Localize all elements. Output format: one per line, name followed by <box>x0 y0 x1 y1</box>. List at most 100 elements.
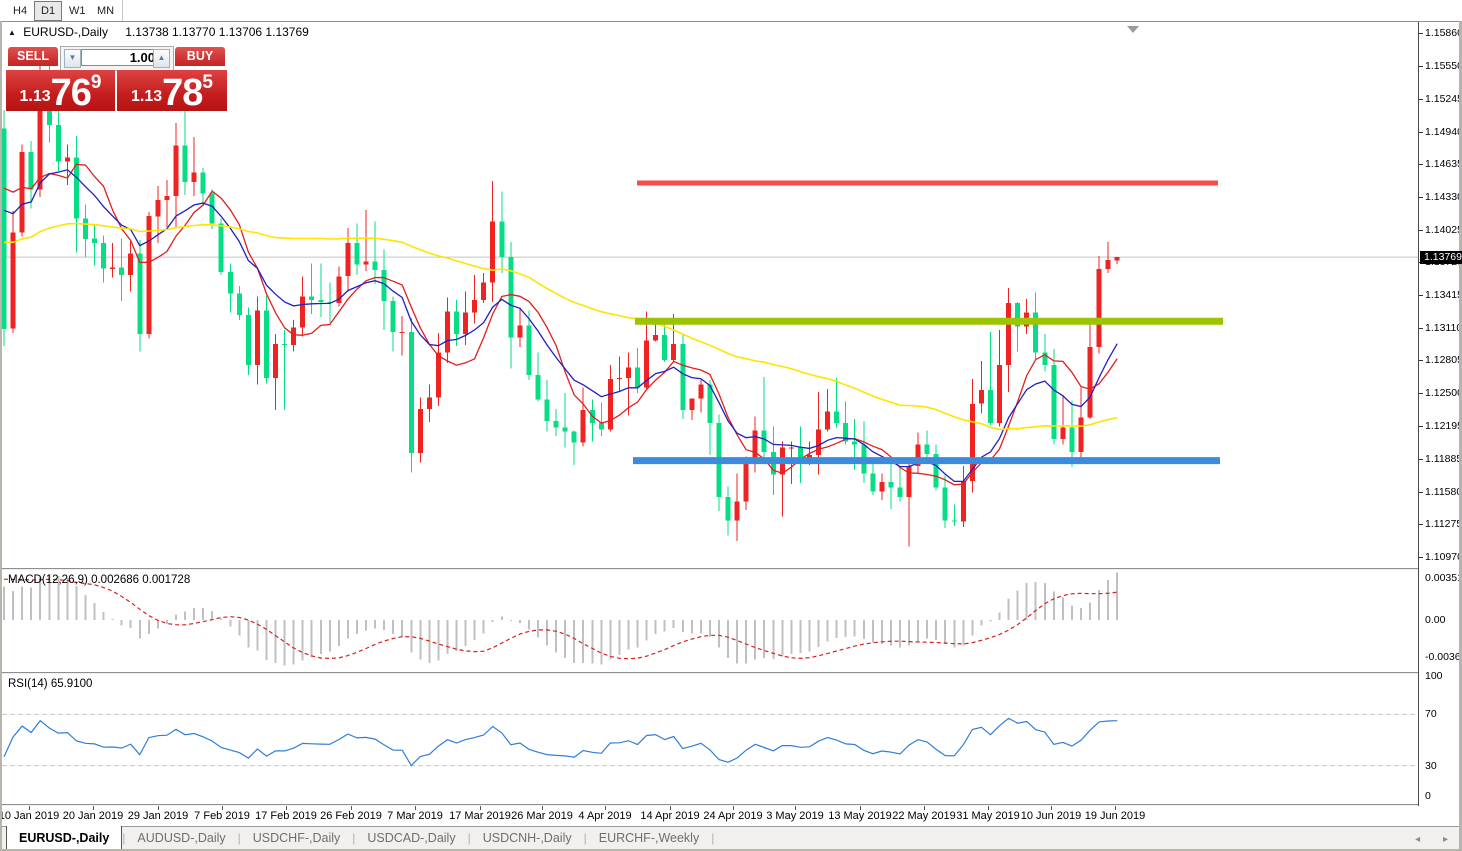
current-price-tag: 1.13769 <box>1420 251 1462 264</box>
price-axis-label: 1.12805 <box>1425 354 1462 367</box>
price-axis-label: 1.15550 <box>1425 60 1462 73</box>
price-axis[interactable]: 1.13769 1.15860 1.15550 1.15245 1.14940 1.14… <box>1418 22 1462 806</box>
price-axis-tick <box>1419 524 1423 526</box>
date-axis-label: 26 Mar 2019 <box>511 810 573 822</box>
tab-audusd-daily[interactable]: AUDUSD-,Daily <box>137 831 226 845</box>
date-axis-tick <box>93 806 94 810</box>
date-axis-tick <box>605 806 606 810</box>
volume-increase-button[interactable]: ▲ <box>153 49 170 68</box>
date-axis-label: 13 May 2019 <box>828 810 892 822</box>
date-axis-label: 17 Feb 2019 <box>255 810 317 822</box>
volume-control: ▼ ▲ <box>60 46 174 71</box>
macd-axis-label: 0.003518 <box>1425 572 1462 584</box>
price-axis-tick <box>1419 327 1423 329</box>
rsi-indicator-label: RSI(14) 65.9100 <box>8 678 93 690</box>
price-axis-tick <box>1419 393 1423 395</box>
price-axis-label: 1.14025 <box>1425 223 1462 236</box>
price-axis-label: 1.14330 <box>1425 190 1462 203</box>
collapse-panel-icon[interactable]: ▲ <box>8 28 16 37</box>
panel-separator <box>0 804 1458 806</box>
tab-separator: | <box>237 831 241 845</box>
date-axis-tick <box>733 806 734 810</box>
price-axis-tick <box>1419 458 1423 460</box>
buy-price-box[interactable]: 1.13 78 5 <box>117 70 227 112</box>
panel-separator[interactable] <box>0 568 1458 570</box>
panel-separator[interactable] <box>0 672 1458 674</box>
date-axis-label: 10 Jun 2019 <box>1020 810 1082 822</box>
tab-usdcad-daily[interactable]: USDCAD-,Daily <box>367 831 456 845</box>
price-axis-tick <box>1419 66 1423 68</box>
date-axis-tick <box>286 806 287 810</box>
buy-price-prefix: 1.13 <box>131 88 163 105</box>
date-axis-tick <box>29 806 30 810</box>
date-axis-label: 14 Apr 2019 <box>640 810 700 822</box>
timeframe-button-w1[interactable]: W1 <box>69 5 86 17</box>
window-frame-bottom <box>0 849 1462 851</box>
date-axis-tick <box>351 806 352 810</box>
date-axis-tick <box>860 806 861 810</box>
price-axis-tick <box>1419 491 1423 493</box>
price-axis-tick <box>1419 131 1423 133</box>
sell-button[interactable]: SELL <box>8 47 58 66</box>
macd-indicator-label: MACD(12,26,9) 0.002686 0.001728 <box>8 574 191 586</box>
volume-decrease-button[interactable]: ▼ <box>64 49 81 68</box>
date-axis-label: 26 Feb 2019 <box>320 810 382 822</box>
macd-axis-label: -0.00367 <box>1425 651 1462 663</box>
rsi-axis-label: 70 <box>1425 708 1437 720</box>
price-axis-tick <box>1419 196 1423 198</box>
price-axis-label: 1.15860 <box>1425 27 1462 39</box>
window-frame-left <box>0 21 2 851</box>
price-axis-label: 1.14940 <box>1425 125 1462 138</box>
macd-signal-line <box>3 578 1118 660</box>
tab-usdcnh-daily[interactable]: USDCNH-,Daily <box>482 831 572 845</box>
timeframe-button-mn[interactable]: MN <box>97 5 115 17</box>
price-axis-label: 1.12500 <box>1425 387 1462 400</box>
price-axis-tick <box>1419 98 1423 100</box>
window-frame-right <box>1459 21 1462 851</box>
price-axis-tick <box>1419 164 1423 166</box>
sell-price-big: 76 <box>50 72 92 114</box>
rsi-chart-surface[interactable] <box>2 674 1418 805</box>
timeframe-toolbar: H4 D1 W1 MN <box>0 0 1462 22</box>
date-axis-label: 4 Apr 2019 <box>578 810 632 822</box>
price-axis-label: 1.11885 <box>1425 452 1462 465</box>
date-axis-label: 7 Mar 2019 <box>387 810 443 822</box>
chart-symbol-label: EURUSD-,Daily <box>23 25 108 39</box>
date-axis[interactable]: 10 Jan 2019 20 Jan 2019 29 Jan 2019 7 Feb 2… <box>0 806 1418 826</box>
date-axis-tick <box>924 806 925 810</box>
timeframe-button-d1[interactable]: D1 <box>34 1 63 21</box>
rsi-axis-label: 30 <box>1425 760 1437 772</box>
tab-eurchf-weekly[interactable]: EURCHF-,Weekly <box>598 831 700 845</box>
tab-usdchf-daily[interactable]: USDCHF-,Daily <box>252 831 341 845</box>
date-axis-tick <box>1115 806 1116 810</box>
price-axis-label: 1.12195 <box>1425 419 1462 432</box>
main-chart-surface[interactable] <box>2 22 1418 568</box>
date-axis-label: 17 Mar 2019 <box>449 810 511 822</box>
chart-title: ▲ EURUSD-,Daily 1.13738 1.13770 1.13706 … <box>8 25 309 39</box>
price-axis-tick <box>1419 360 1423 362</box>
ma-line-8 <box>3 163 1118 486</box>
ma-line-55 <box>3 222 1118 431</box>
date-axis-label: 31 May 2019 <box>956 810 1020 822</box>
sell-price-prefix: 1.13 <box>19 88 51 105</box>
tab-separator: | <box>711 831 715 845</box>
tab-eurusd-daily[interactable]: EURUSD-,Daily <box>6 826 123 850</box>
timeframe-button-h4[interactable]: H4 <box>13 5 28 17</box>
chart-tab-bar: EURUSD-,Daily | AUDUSD-,Daily | USDCHF-,Dail… <box>0 826 1462 850</box>
macd-chart-surface[interactable] <box>2 570 1418 672</box>
buy-button[interactable]: BUY <box>175 47 225 66</box>
date-axis-tick <box>988 806 989 810</box>
rsi-axis-label: 100 <box>1425 670 1443 682</box>
ma-line-12 <box>3 169 1118 483</box>
rsi-axis-label: 0 <box>1425 790 1431 802</box>
sell-price-box[interactable]: 1.13 76 9 <box>6 70 115 114</box>
candles-layer <box>2 50 1120 547</box>
volume-input[interactable] <box>81 49 159 66</box>
scroll-to-end-marker-icon[interactable] <box>1127 26 1139 33</box>
tab-scroll-arrows[interactable]: ◂ ▸ <box>1415 834 1458 845</box>
price-axis-tick <box>1419 295 1423 296</box>
price-axis-tick <box>1419 425 1423 427</box>
date-axis-label: 20 Jan 2019 <box>62 810 124 822</box>
date-axis-tick <box>670 806 671 810</box>
tab-separator: | <box>122 831 126 845</box>
